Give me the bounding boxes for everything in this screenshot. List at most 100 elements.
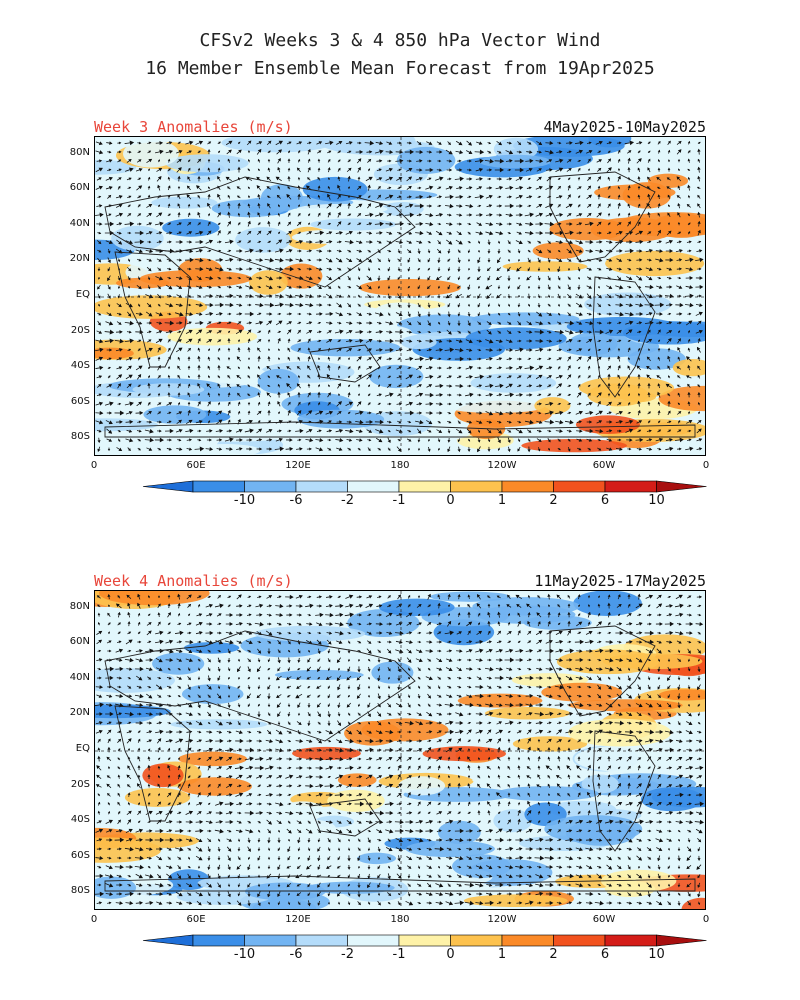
- wind-arrowhead: [628, 329, 633, 334]
- wind-arrowhead: [498, 321, 502, 325]
- wind-arrowhead: [388, 604, 392, 608]
- wind-arrowhead: [258, 230, 262, 234]
- anomaly-region: [293, 676, 336, 701]
- wind-arrowhead: [287, 221, 292, 225]
- wind-arrowhead: [637, 393, 641, 396]
- anomaly-region: [362, 325, 412, 339]
- wind-arrowhead: [289, 438, 293, 442]
- wind-arrowhead: [607, 167, 612, 171]
- wind-arrowhead: [187, 365, 191, 368]
- anomaly-region: [181, 684, 244, 705]
- wind-arrowhead: [97, 259, 102, 263]
- colorbar-segment: [553, 480, 606, 493]
- wind-arrowhead: [338, 348, 342, 352]
- wind-arrowhead: [688, 595, 692, 599]
- wind-arrowhead: [497, 611, 501, 615]
- wind-arrowhead: [148, 393, 152, 397]
- wind-arrowhead: [328, 267, 333, 271]
- wind-arrowhead: [568, 203, 573, 208]
- wind-arrowhead: [487, 595, 490, 598]
- wind-arrowhead: [297, 391, 301, 395]
- wind-arrowhead: [389, 330, 393, 334]
- wind-arrowhead: [629, 419, 634, 424]
- wind-arrowhead: [389, 410, 394, 416]
- wind-arrowhead: [317, 158, 321, 162]
- wind-arrowhead: [458, 411, 461, 415]
- wind-arrowhead: [168, 285, 173, 290]
- wind-arrowhead: [129, 150, 132, 154]
- wind-arrowhead: [268, 595, 273, 599]
- wind-arrowhead: [158, 447, 162, 451]
- wind-arrowhead: [197, 204, 201, 207]
- wind-arrowhead: [519, 339, 522, 343]
- wind-arrowhead: [458, 240, 463, 245]
- wind-arrowhead: [208, 230, 212, 234]
- wind-arrowhead: [137, 304, 141, 307]
- wind-arrowhead: [347, 304, 352, 308]
- wind-arrowhead: [118, 203, 123, 208]
- wind-arrowhead: [687, 330, 691, 333]
- wind-arrowhead: [277, 212, 281, 216]
- continent-outline: [104, 176, 416, 288]
- wind-arrowhead: [668, 321, 673, 325]
- wind-arrowhead: [97, 286, 101, 290]
- wind-arrowhead: [227, 221, 232, 225]
- wind-arrowhead: [187, 176, 191, 180]
- wind-arrowhead: [328, 429, 333, 433]
- lat-tick-label: 80N: [69, 146, 90, 158]
- wind-arrowhead: [117, 259, 121, 263]
- wind-arrowhead: [189, 249, 194, 254]
- wind-arrowhead: [397, 277, 401, 280]
- wind-arrowhead: [177, 356, 181, 360]
- wind-arrowhead: [617, 382, 621, 386]
- wind-arrowhead: [549, 168, 553, 172]
- wind-arrowhead: [239, 447, 243, 451]
- wind-arrowhead: [158, 231, 163, 235]
- wind-arrowhead: [378, 203, 384, 208]
- wind-arrowhead: [139, 239, 145, 245]
- wind-arrowhead: [379, 613, 382, 617]
- wind-arrowhead: [507, 304, 511, 307]
- wind-arrowhead: [188, 603, 192, 607]
- wind-arrowhead: [447, 322, 451, 326]
- wind-arrowhead: [378, 393, 382, 397]
- wind-arrowhead: [479, 194, 484, 200]
- wind-arrowhead: [167, 203, 171, 207]
- wind-arrowhead: [657, 167, 661, 170]
- anomaly-region: [95, 347, 134, 360]
- wind-arrowhead: [658, 285, 663, 289]
- wind-arrowhead: [228, 321, 232, 325]
- wind-arrowhead: [237, 176, 241, 180]
- wind-arrowhead: [628, 258, 632, 262]
- wind-arrowhead: [269, 294, 273, 298]
- wind-arrowhead: [389, 347, 394, 353]
- wind-arrowhead: [619, 438, 622, 442]
- wind-arrowhead: [698, 428, 702, 433]
- wind-arrowhead: [519, 158, 525, 164]
- wind-arrowhead: [168, 213, 171, 217]
- wind-arrowhead: [429, 356, 434, 361]
- wind-arrowhead: [398, 186, 402, 190]
- wind-arrowhead: [597, 400, 601, 405]
- wind-arrowhead: [187, 383, 191, 387]
- wind-arrowhead: [528, 204, 532, 208]
- wind-arrowhead: [557, 268, 561, 273]
- wind-arrowhead: [677, 392, 681, 396]
- wind-arrowhead: [508, 375, 512, 379]
- wind-arrowhead: [588, 348, 591, 351]
- wind-arrowhead: [457, 277, 461, 281]
- wind-arrowhead: [437, 268, 441, 272]
- wind-arrowhead: [507, 613, 511, 616]
- wind-arrowhead: [608, 294, 612, 299]
- wind-arrowhead: [408, 222, 412, 226]
- wind-arrowhead: [607, 392, 611, 396]
- wind-arrowhead: [138, 447, 141, 451]
- wind-arrowhead: [427, 259, 431, 263]
- wind-arrowhead: [485, 285, 490, 290]
- wind-arrowhead: [257, 347, 261, 351]
- wind-arrowhead: [148, 267, 152, 272]
- wind-arrowhead: [558, 141, 562, 145]
- wind-arrowhead: [148, 410, 152, 415]
- wind-arrowhead: [358, 203, 363, 208]
- wind-arrowhead: [666, 177, 670, 181]
